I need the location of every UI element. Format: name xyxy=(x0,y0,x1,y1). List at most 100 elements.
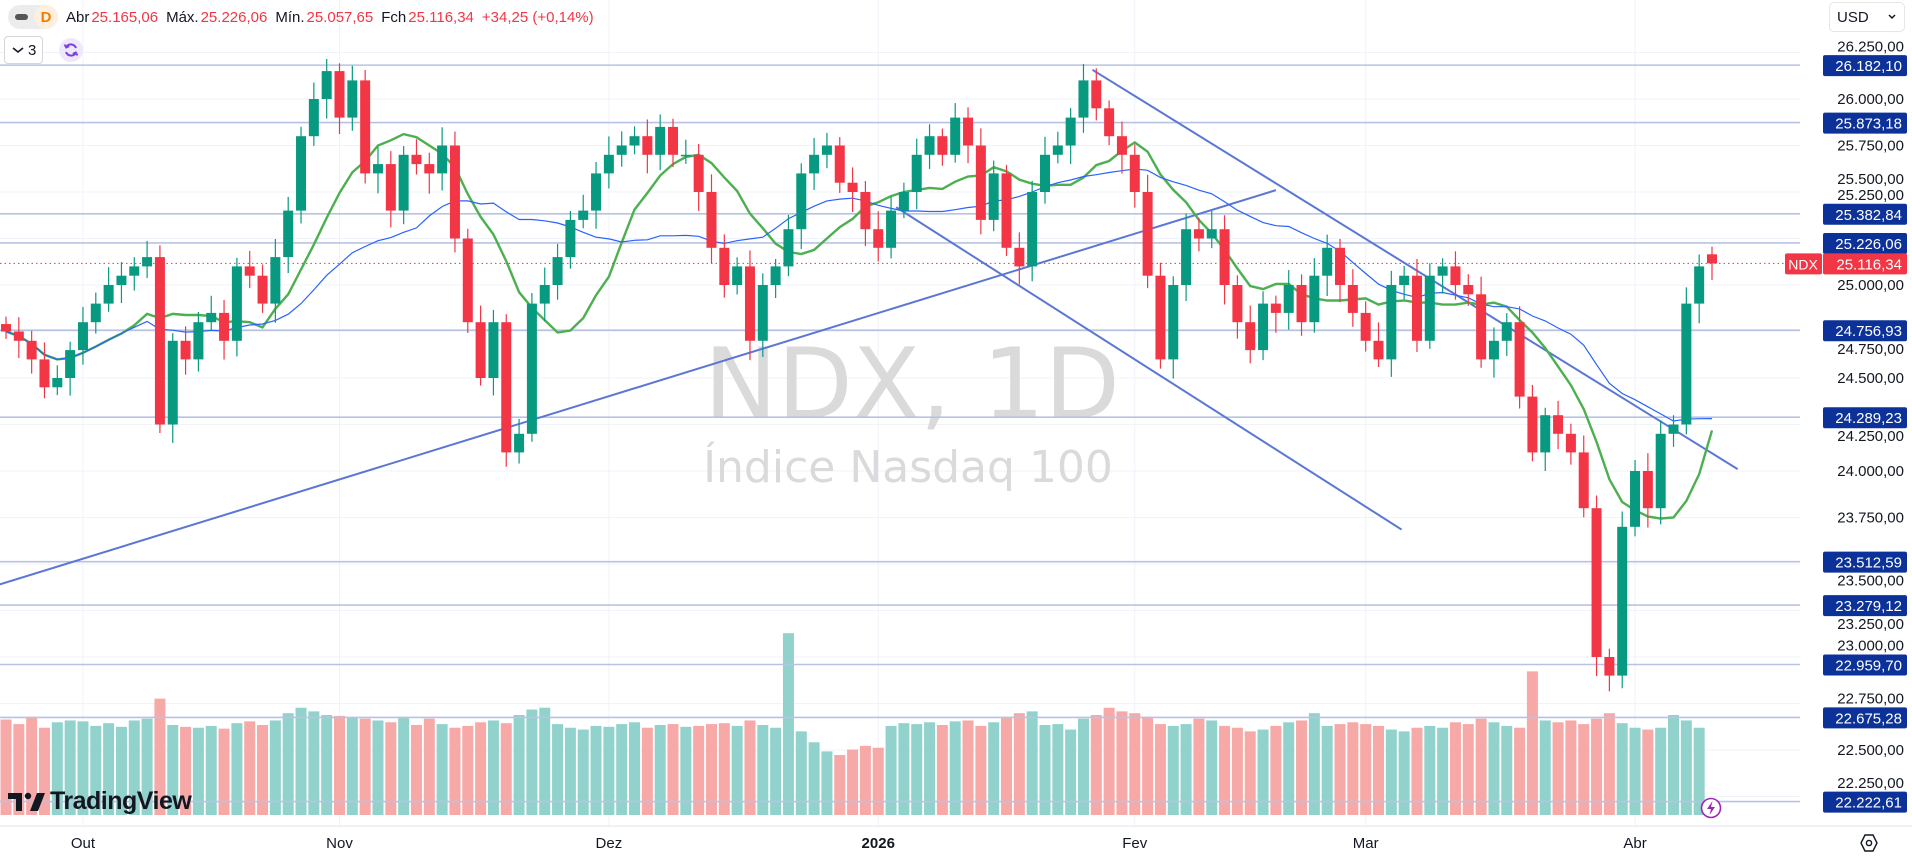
candle[interactable] xyxy=(449,145,460,239)
candle[interactable] xyxy=(103,285,114,304)
candle[interactable] xyxy=(1206,229,1217,239)
candle[interactable] xyxy=(1322,247,1333,276)
candle[interactable] xyxy=(975,145,986,220)
candle[interactable] xyxy=(1591,508,1602,657)
candle[interactable] xyxy=(1129,154,1140,192)
candle[interactable] xyxy=(334,71,345,118)
candle[interactable] xyxy=(1399,275,1410,285)
candle[interactable] xyxy=(1142,192,1153,276)
candle[interactable] xyxy=(898,192,909,211)
candle[interactable] xyxy=(1463,285,1474,295)
candle[interactable] xyxy=(1001,173,1012,248)
candle[interactable] xyxy=(1527,396,1538,453)
currency-select[interactable]: USD xyxy=(1829,2,1905,32)
candle[interactable] xyxy=(539,285,550,304)
candle[interactable] xyxy=(1014,247,1025,267)
candle[interactable] xyxy=(219,312,230,341)
candle[interactable] xyxy=(1232,285,1243,323)
candle[interactable] xyxy=(1655,433,1666,509)
candle[interactable] xyxy=(411,154,422,165)
candle[interactable] xyxy=(911,154,922,192)
candle[interactable] xyxy=(578,210,589,220)
candle[interactable] xyxy=(1540,415,1551,453)
candle[interactable] xyxy=(744,266,755,341)
candle[interactable] xyxy=(680,154,691,157)
settings-icon[interactable] xyxy=(1858,832,1880,859)
candle[interactable] xyxy=(565,219,576,258)
candle[interactable] xyxy=(244,266,255,276)
candle[interactable] xyxy=(398,154,409,211)
candle[interactable] xyxy=(437,145,448,174)
candle[interactable] xyxy=(1565,433,1576,453)
candle[interactable] xyxy=(65,350,76,378)
candle[interactable] xyxy=(1193,229,1204,239)
candle[interactable] xyxy=(270,257,281,304)
candle[interactable] xyxy=(1309,275,1320,323)
candle[interactable] xyxy=(706,192,717,248)
candle[interactable] xyxy=(783,229,794,267)
candle[interactable] xyxy=(1553,415,1564,434)
candle[interactable] xyxy=(821,145,832,155)
candle[interactable] xyxy=(1270,303,1281,313)
candle[interactable] xyxy=(1091,80,1102,109)
candle[interactable] xyxy=(1168,285,1179,360)
candle[interactable] xyxy=(950,117,961,155)
candle[interactable] xyxy=(616,145,627,155)
candle[interactable] xyxy=(886,210,897,248)
candle[interactable] xyxy=(693,154,704,192)
trend-line[interactable] xyxy=(0,189,1277,586)
candle[interactable] xyxy=(591,173,602,211)
candle[interactable] xyxy=(1116,136,1127,155)
candle[interactable] xyxy=(1488,340,1499,360)
candle[interactable] xyxy=(154,257,165,425)
candle[interactable] xyxy=(1039,154,1050,192)
candle[interactable] xyxy=(167,340,178,425)
candle[interactable] xyxy=(988,173,999,220)
candle[interactable] xyxy=(193,322,204,360)
candle[interactable] xyxy=(719,247,730,285)
candle[interactable] xyxy=(180,340,191,360)
candle[interactable] xyxy=(1617,526,1628,676)
indicators-toggle[interactable]: 3 xyxy=(4,36,44,64)
candle[interactable] xyxy=(642,136,653,155)
candle[interactable] xyxy=(77,322,88,351)
candle[interactable] xyxy=(937,136,948,155)
candle[interactable] xyxy=(732,266,743,285)
candle[interactable] xyxy=(424,164,435,174)
candle[interactable] xyxy=(206,312,217,323)
candle[interactable] xyxy=(231,266,242,341)
candle[interactable] xyxy=(924,136,935,155)
candle[interactable] xyxy=(1501,322,1512,341)
candle[interactable] xyxy=(1219,229,1230,285)
candle[interactable] xyxy=(809,154,820,174)
candle[interactable] xyxy=(462,238,473,323)
candle[interactable] xyxy=(1296,285,1307,323)
candle[interactable] xyxy=(360,80,371,174)
candle[interactable] xyxy=(1104,108,1115,137)
candle[interactable] xyxy=(1373,340,1384,360)
candle[interactable] xyxy=(655,126,666,155)
candle[interactable] xyxy=(296,136,307,211)
candle[interactable] xyxy=(1181,229,1192,285)
candle[interactable] xyxy=(514,433,525,453)
candle[interactable] xyxy=(963,117,974,146)
candle[interactable] xyxy=(1514,322,1525,397)
candle[interactable] xyxy=(1424,275,1435,341)
candle[interactable] xyxy=(834,145,845,183)
candle[interactable] xyxy=(1,324,11,332)
candle[interactable] xyxy=(283,210,294,258)
tradingview-logo[interactable]: TradingView xyxy=(8,787,192,816)
candle[interactable] xyxy=(1694,266,1705,304)
candle[interactable] xyxy=(385,164,396,211)
candle[interactable] xyxy=(552,257,563,285)
trend-line[interactable] xyxy=(895,206,1403,531)
trend-line[interactable] xyxy=(1091,68,1739,470)
candle[interactable] xyxy=(796,173,807,230)
candle[interactable] xyxy=(1450,266,1461,285)
candle[interactable] xyxy=(1668,424,1679,434)
candle[interactable] xyxy=(26,340,37,360)
lightning-icon[interactable] xyxy=(1700,797,1722,824)
symbol-pill[interactable]: D xyxy=(8,5,58,29)
candle[interactable] xyxy=(116,275,127,285)
